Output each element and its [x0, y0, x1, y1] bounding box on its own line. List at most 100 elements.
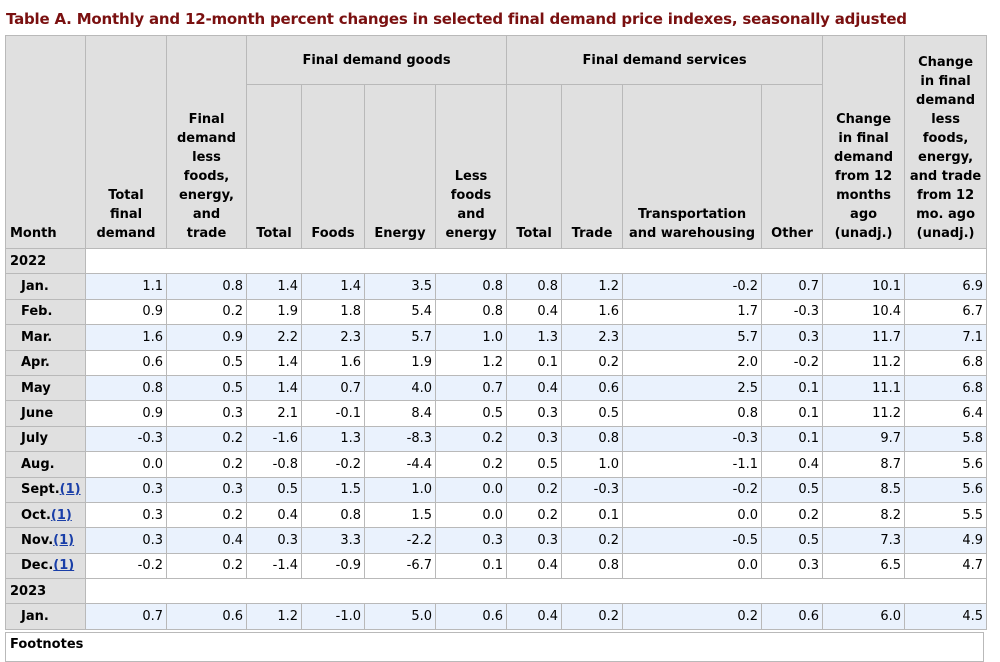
value-cell: -0.3: [85, 425, 167, 453]
value-cell: 0.4: [246, 501, 302, 529]
table-row: Mar. 1.6 0.9 2.2 2.3 5.7 1.0 1.3 2.3 5.7 0.3 11.7 7.…: [5, 324, 988, 351]
value-cell: 0.1: [506, 349, 563, 376]
value-cell: 8.4: [364, 400, 436, 427]
month-cell: Mar.: [5, 324, 86, 351]
value-cell: 0.9: [166, 324, 247, 351]
value-cell: -0.5: [622, 527, 763, 554]
value-cell: 0.3: [85, 527, 167, 554]
table-row: Oct.(1) 0.3 0.2 0.4 0.8 1.5 0.0 0.2 0.1 0.0 0.2 8.2…: [5, 501, 988, 529]
value-cell: 6.8: [904, 374, 988, 402]
value-cell: -0.2: [761, 349, 824, 376]
value-cell: 0.8: [434, 298, 508, 326]
value-cell: 5.7: [622, 324, 763, 351]
table-row: July -0.3 0.2 -1.6 1.3 -8.3 0.2 0.3 0.8 -0.3 0.1 9.…: [5, 425, 988, 453]
value-cell: 1.3: [301, 425, 365, 453]
value-cell: 0.5: [561, 400, 624, 427]
header-services-total: Total: [506, 84, 563, 249]
header-final-demand-less: Final demand less foods, energy, and tra…: [166, 35, 247, 249]
header-final-demand-goods: Final demand goods: [245, 35, 508, 85]
footnote-link[interactable]: (1): [53, 558, 75, 574]
value-cell: 9.7: [822, 425, 906, 453]
value-cell: 0.8: [85, 374, 167, 402]
header-services-other: Other: [761, 84, 824, 249]
value-cell: 11.2: [822, 349, 906, 376]
value-cell: 0.7: [85, 603, 167, 630]
year-row-spacer: [84, 578, 988, 605]
value-cell: 1.3: [506, 324, 563, 351]
value-cell: 6.8: [904, 349, 988, 376]
value-cell: -0.2: [85, 552, 167, 580]
value-cell: -6.7: [364, 552, 436, 580]
value-cell: 0.5: [761, 476, 824, 503]
value-cell: 0.0: [85, 451, 167, 478]
value-cell: 0.3: [506, 425, 563, 453]
value-cell: 8.2: [822, 501, 906, 529]
value-cell: -0.2: [622, 273, 763, 300]
table-row: Aug. 0.0 0.2 -0.8 -0.2 -4.4 0.2 0.5 1.0 -1.1 0.4 8.…: [5, 451, 988, 478]
value-cell: 0.4: [166, 527, 247, 554]
month-cell: Apr.: [5, 349, 86, 376]
value-cell: 2.2: [246, 324, 302, 351]
footnotes-section: Footnotes: [5, 632, 984, 662]
value-cell: 5.8: [904, 425, 988, 453]
month-label: Aug.: [21, 456, 55, 472]
value-cell: -0.1: [301, 400, 365, 427]
value-cell: 0.2: [434, 451, 508, 478]
value-cell: 0.8: [561, 552, 624, 580]
value-cell: 0.6: [166, 603, 247, 630]
value-cell: 0.2: [506, 501, 563, 529]
month-label: May: [21, 380, 51, 396]
month-cell: Dec.(1): [5, 552, 86, 580]
value-cell: 0.1: [761, 425, 824, 453]
footnote-link[interactable]: (1): [53, 532, 75, 548]
month-cell: Jan.: [5, 273, 86, 300]
value-cell: 0.2: [622, 603, 763, 630]
value-cell: 5.6: [904, 476, 988, 503]
value-cell: 11.7: [822, 324, 906, 351]
value-cell: 0.7: [434, 374, 508, 402]
value-cell: 4.0: [364, 374, 436, 402]
value-cell: 0.5: [166, 374, 247, 402]
header-final-demand-services: Final demand services: [506, 35, 824, 85]
value-cell: 0.3: [434, 527, 508, 554]
month-cell: May: [5, 374, 86, 402]
value-cell: 1.4: [246, 273, 302, 300]
table-row: Sept.(1) 0.3 0.3 0.5 1.5 1.0 0.0 0.2 -0.3 -0.2 0.5…: [5, 476, 988, 503]
table-row: Dec.(1) -0.2 0.2 -1.4 -0.9 -6.7 0.1 0.4 0.8 0.0 0.…: [5, 552, 988, 580]
value-cell: 10.1: [822, 273, 906, 300]
value-cell: 0.3: [506, 527, 563, 554]
table-row: Feb. 0.9 0.2 1.9 1.8 5.4 0.8 0.4 1.6 1.7 -0.3 10.4 6…: [5, 298, 988, 326]
value-cell: 0.5: [434, 400, 508, 427]
value-cell: 0.5: [166, 349, 247, 376]
value-cell: 1.9: [246, 298, 302, 326]
table-body: 2022 Jan. 1.1 0.8 1.4 1.4 3.5 0.8 0.8 1.2 -0.2 0.7 1…: [5, 247, 988, 630]
value-cell: 0.1: [761, 400, 824, 427]
header-services-trade: Trade: [561, 84, 624, 249]
value-cell: 1.7: [622, 298, 763, 326]
value-cell: 1.1: [85, 273, 167, 300]
value-cell: 0.8: [622, 400, 763, 427]
value-cell: 0.2: [561, 349, 624, 376]
footnote-link[interactable]: (1): [59, 482, 81, 498]
month-cell: Jan.: [5, 603, 86, 630]
value-cell: 0.7: [761, 273, 824, 300]
value-cell: 8.7: [822, 451, 906, 478]
value-cell: 4.9: [904, 527, 988, 554]
value-cell: 0.8: [561, 425, 624, 453]
value-cell: -0.9: [301, 552, 365, 580]
value-cell: 0.1: [761, 374, 824, 402]
footnote-link[interactable]: (1): [50, 507, 72, 523]
value-cell: 0.5: [761, 527, 824, 554]
value-cell: 1.4: [246, 374, 302, 402]
value-cell: -0.3: [561, 476, 624, 503]
value-cell: 0.9: [85, 400, 167, 427]
month-label: Jan.: [21, 279, 49, 295]
value-cell: 0.4: [506, 552, 563, 580]
value-cell: 0.9: [85, 298, 167, 326]
value-cell: 3.3: [301, 527, 365, 554]
price-index-table: Month Total final demand Final demand le…: [5, 35, 988, 630]
month-cell: Nov.(1): [5, 527, 86, 554]
value-cell: 0.2: [561, 527, 624, 554]
table-row: Nov.(1) 0.3 0.4 0.3 3.3 -2.2 0.3 0.3 0.2 -0.5 0.5 7…: [5, 527, 988, 554]
value-cell: 0.4: [506, 374, 563, 402]
